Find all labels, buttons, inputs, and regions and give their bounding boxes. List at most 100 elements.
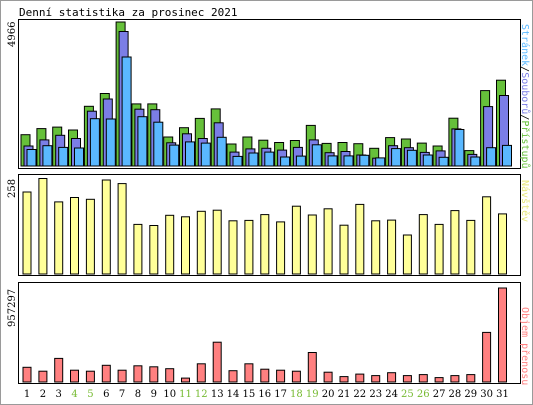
kbytes-bar (165, 368, 175, 383)
pages-bar (232, 155, 243, 167)
day-label: 2 (40, 389, 46, 400)
kbytes-bar (498, 287, 507, 383)
visits-bar (402, 234, 412, 275)
kbytes-bar (244, 363, 254, 383)
visits-bar (291, 205, 301, 275)
pages-bar (105, 118, 116, 167)
day-label: 5 (87, 389, 93, 400)
legend-kbytes: Objem přenosu (519, 307, 531, 385)
day-label: 29 (464, 389, 477, 400)
kbytes-bar (339, 376, 349, 383)
visits-bar (22, 191, 32, 275)
kbytes-bar (466, 374, 476, 383)
day-label: 12 (195, 389, 208, 400)
kbytes-bar (228, 370, 238, 383)
pages-bar (26, 149, 37, 167)
visits-bar (307, 214, 317, 275)
day-label: 9 (151, 389, 157, 400)
visits-bar (181, 216, 190, 275)
kbytes-bar (276, 369, 286, 383)
day-label: 22 (353, 389, 366, 400)
kbytes-bar (70, 369, 79, 383)
day-label: 4 (71, 389, 77, 400)
pages-bar (343, 155, 354, 167)
pages-bar (42, 145, 53, 167)
visits-bar (450, 210, 460, 275)
visits-bar (212, 209, 222, 275)
day-label: 30 (480, 389, 493, 400)
day-label: 8 (135, 389, 141, 400)
visits-bar (149, 225, 159, 275)
pages-bar (58, 146, 69, 167)
visits-bar (355, 203, 365, 275)
kbytes-bar (85, 370, 95, 383)
kbytes-bar (181, 377, 190, 383)
legend-pages: Stránek (519, 24, 531, 66)
visits-bar (54, 201, 64, 275)
day-label: 13 (211, 389, 224, 400)
pages-bar (89, 118, 100, 167)
pages-bar (280, 156, 291, 167)
kbytes-bars (22, 287, 507, 383)
kbytes-bar (260, 368, 270, 383)
visits-bar (276, 221, 286, 275)
pages-bar (391, 148, 402, 167)
visits-bar (133, 223, 143, 275)
pages-bar (169, 144, 180, 167)
day-label: 26 (417, 389, 430, 400)
hits-max-label: 4966 (7, 22, 18, 47)
pages-bar (406, 149, 417, 167)
pages-bar (486, 147, 497, 167)
legend-sep-2: / (519, 114, 530, 120)
pages-bar (502, 144, 512, 167)
hits-bars (20, 21, 512, 167)
hits-panel-frame (18, 19, 521, 169)
day-label: 24 (385, 389, 398, 400)
visits-bar (498, 213, 507, 275)
visits-bar (323, 208, 333, 275)
day-label: 16 (258, 389, 271, 400)
day-label: 31 (496, 389, 509, 400)
kbytes-panel-frame (18, 282, 521, 384)
visits-bar (101, 179, 111, 275)
day-label: 7 (119, 389, 125, 400)
day-label: 17 (274, 389, 287, 400)
kbytes-bar (54, 357, 64, 383)
visits-bar (196, 210, 206, 275)
pages-bar (470, 156, 481, 167)
legend-files: Souborů (519, 72, 531, 114)
day-label: 10 (163, 389, 176, 400)
visits-bar (165, 214, 175, 275)
visits-bar (38, 178, 48, 275)
day-label: 21 (338, 389, 351, 400)
day-label: 14 (227, 389, 240, 400)
kbytes-bar (434, 377, 444, 383)
legend-top: Stránek/Souborů/Přístupů (519, 24, 531, 169)
pages-bar (137, 116, 148, 167)
day-label: 6 (103, 389, 109, 400)
pages-bar (74, 147, 84, 167)
visits-bar (117, 183, 127, 275)
chart-title: Denní statistika za prosinec 2021 (19, 6, 238, 19)
visits-panel-frame (18, 174, 521, 276)
visits-bar (244, 219, 254, 275)
pages-bar (121, 56, 132, 167)
day-label: 1 (24, 389, 30, 400)
visits-bar (387, 219, 397, 275)
visits-bar (85, 198, 95, 275)
day-label: 20 (322, 389, 335, 400)
visits-bar (371, 220, 381, 275)
day-label: 15 (243, 389, 256, 400)
kbytes-bar (101, 364, 111, 383)
day-label: 11 (179, 389, 192, 400)
visits-bar (418, 214, 428, 275)
day-label: 18 (290, 389, 303, 400)
kbytes-bar (418, 374, 428, 383)
visits-bar (228, 220, 238, 275)
day-axis-labels: 1 2 3 4 5 6 7 8 9 10 11 12 13 14 15 16 17 18 19 20 21 22 23 24 2… (24, 389, 509, 400)
pages-bar (327, 155, 338, 167)
day-label: 3 (56, 389, 62, 400)
day-label: 25 (401, 389, 414, 400)
visits-max-label: 258 (7, 179, 18, 198)
